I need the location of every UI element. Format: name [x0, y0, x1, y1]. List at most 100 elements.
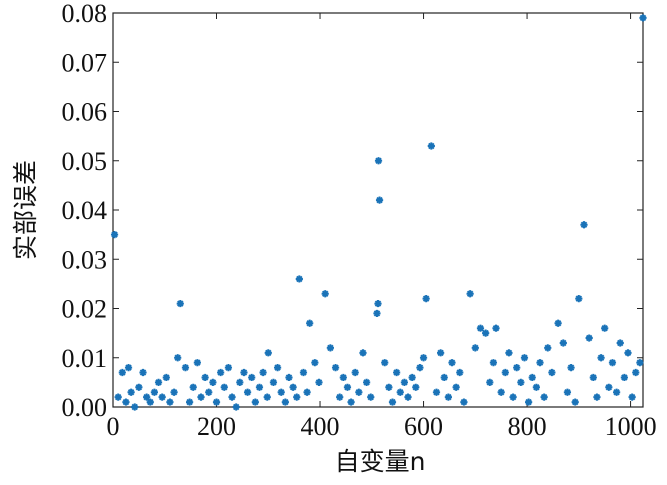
y-tick-label: 0.02 — [62, 295, 108, 324]
point — [321, 290, 329, 298]
point — [471, 344, 479, 352]
point — [217, 368, 225, 377]
x-tick-label: 0 — [107, 412, 120, 441]
point — [186, 398, 194, 406]
point — [201, 373, 209, 382]
point — [422, 295, 430, 303]
point — [336, 393, 344, 401]
point — [295, 275, 303, 283]
point — [150, 388, 159, 396]
y-tick-label: 0.06 — [62, 98, 108, 127]
point — [597, 354, 605, 362]
point — [189, 383, 197, 391]
point — [608, 359, 617, 367]
point — [212, 398, 221, 406]
point — [497, 388, 505, 396]
point — [240, 368, 248, 377]
point — [306, 319, 314, 327]
point — [351, 368, 359, 377]
point — [393, 368, 401, 377]
point — [517, 378, 525, 386]
point — [404, 393, 412, 401]
point — [269, 378, 278, 386]
point — [412, 383, 420, 391]
point — [624, 349, 632, 357]
point — [114, 393, 122, 401]
point — [589, 373, 597, 382]
point — [367, 393, 375, 401]
y-tick-label: 0.04 — [62, 196, 108, 225]
point — [374, 299, 382, 308]
point — [154, 378, 163, 386]
point — [220, 383, 228, 391]
point — [593, 393, 601, 401]
point — [482, 329, 490, 337]
point — [440, 373, 448, 382]
point — [127, 388, 135, 396]
x-tick-label: 400 — [301, 412, 340, 441]
point — [166, 398, 174, 406]
point — [444, 393, 452, 401]
point — [255, 383, 264, 391]
y-tick-label: 0.01 — [62, 344, 108, 373]
point — [139, 368, 147, 377]
point — [263, 393, 271, 401]
x-axis-label: 自变量n — [335, 447, 426, 476]
point — [315, 378, 323, 386]
point — [299, 368, 308, 377]
point — [293, 393, 301, 401]
point — [331, 364, 340, 372]
point — [466, 290, 474, 298]
point — [281, 398, 289, 406]
point — [251, 398, 259, 406]
point — [427, 142, 435, 150]
point — [124, 364, 133, 372]
y-tick-label: 0.00 — [62, 393, 108, 422]
point — [158, 393, 166, 401]
point — [585, 334, 593, 342]
point — [540, 393, 548, 401]
point — [513, 364, 521, 372]
point — [486, 378, 494, 386]
point — [347, 398, 355, 406]
point — [363, 378, 371, 386]
point — [355, 388, 363, 396]
point — [580, 221, 588, 229]
point — [143, 393, 151, 401]
point — [563, 388, 572, 396]
point — [122, 398, 130, 406]
point — [385, 383, 393, 391]
point — [548, 368, 556, 377]
point — [528, 373, 536, 382]
point — [437, 349, 445, 357]
point — [118, 368, 126, 377]
point — [554, 319, 562, 327]
point — [520, 354, 529, 362]
point — [571, 398, 579, 406]
point — [181, 364, 190, 372]
point — [419, 354, 428, 362]
point — [489, 359, 498, 367]
point — [170, 388, 178, 396]
point — [536, 359, 544, 367]
y-tick-label: 0.03 — [62, 245, 108, 274]
point — [277, 388, 285, 396]
point — [601, 324, 609, 332]
point — [146, 398, 154, 406]
point — [509, 393, 517, 401]
point — [273, 364, 282, 372]
point — [620, 373, 628, 382]
point — [448, 359, 456, 367]
point — [232, 403, 240, 411]
point — [176, 299, 184, 308]
point — [613, 388, 621, 396]
point — [375, 196, 384, 204]
point — [339, 373, 347, 382]
point — [492, 324, 500, 332]
point — [224, 364, 233, 372]
point — [636, 359, 644, 367]
point — [501, 368, 509, 377]
point — [205, 388, 213, 396]
point — [476, 324, 485, 332]
point — [616, 339, 624, 347]
